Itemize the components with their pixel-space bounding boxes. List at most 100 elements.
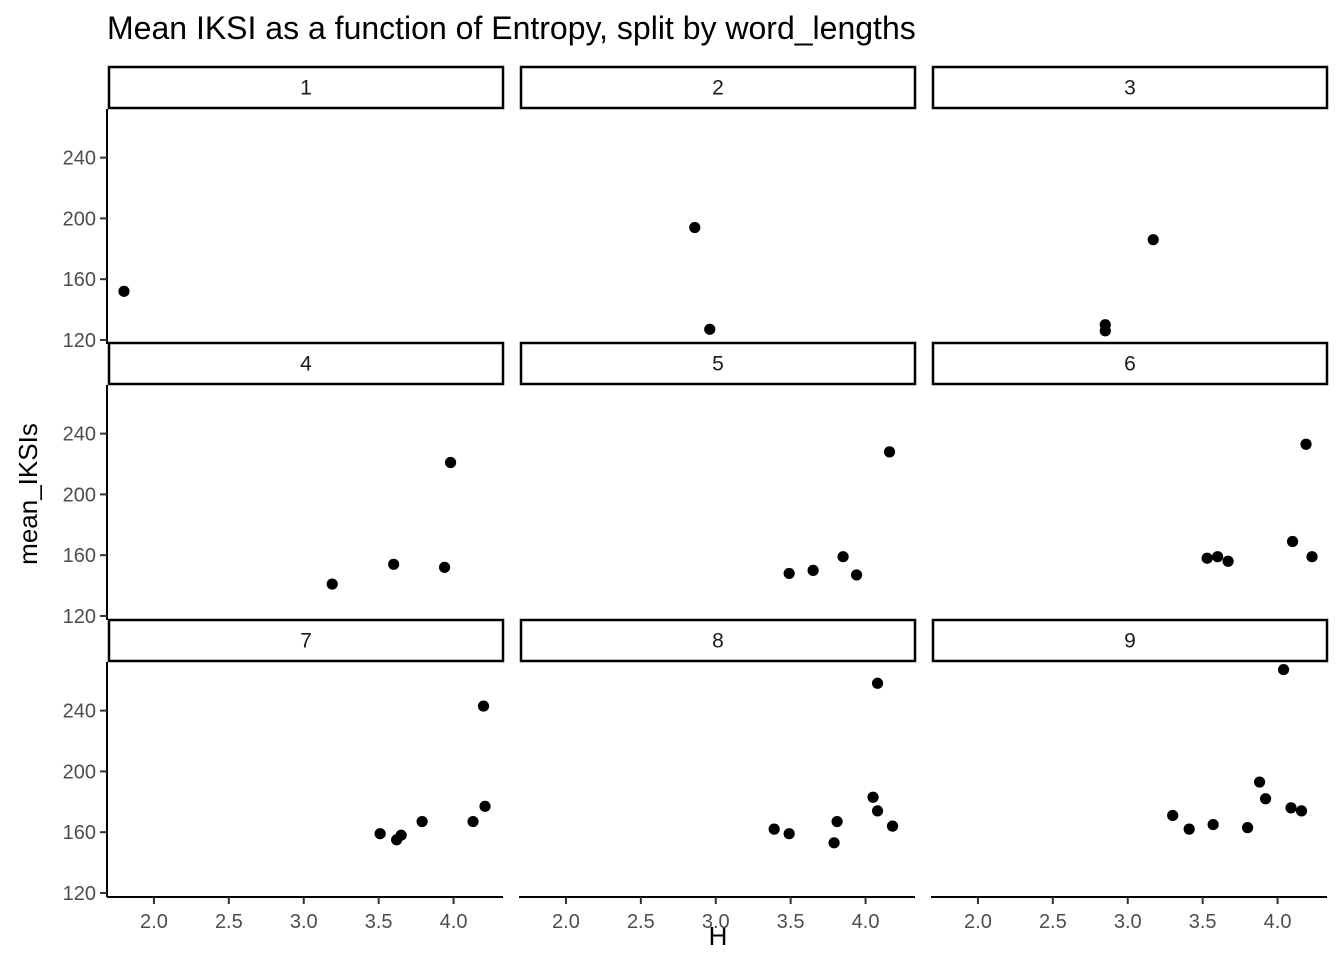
- facet-strip-label: 6: [1124, 353, 1136, 376]
- facet-strip-label: 1: [300, 77, 312, 100]
- data-point: [1259, 793, 1272, 805]
- facet-strip-label: 9: [1124, 630, 1136, 653]
- y-tick-label: 160: [63, 545, 96, 567]
- data-point: [374, 828, 386, 840]
- data-point: [886, 820, 899, 832]
- data-point: [1295, 805, 1308, 817]
- facet-strip-label: 2: [712, 77, 724, 100]
- y-tick-label: 120: [63, 606, 96, 628]
- facet-strip: [931, 618, 1329, 663]
- facet-strip: [519, 65, 917, 110]
- facet-panel-6: 6: [931, 341, 1329, 567]
- data-point: [1099, 325, 1111, 337]
- x-tick-label: 2.5: [1039, 911, 1067, 933]
- y-tick-label: 120: [63, 330, 96, 352]
- x-tick-label: 3.5: [365, 911, 393, 933]
- facet-strip-label: 5: [712, 353, 724, 376]
- facet-strip-label: 3: [1124, 77, 1136, 100]
- y-tick-label: 120: [63, 883, 96, 905]
- data-point: [395, 829, 407, 841]
- x-tick-label: 2.0: [552, 911, 580, 933]
- y-tick-label: 240: [63, 424, 96, 446]
- data-point: [467, 815, 479, 828]
- data-point: [783, 567, 795, 580]
- facet-panel-8: 8 2.0 2.5 3.0 3.5 4.0: [519, 618, 917, 933]
- facet-panel-7: 7 120 160 200 240 2.0 2.5 3.0 3.5 4.0: [63, 618, 505, 933]
- y-tick-label: 160: [63, 269, 96, 291]
- x-tick-label: 3.0: [1114, 911, 1142, 933]
- facet-panel-1: 1 120 160 200 240: [63, 65, 505, 352]
- x-tick-label: 2.0: [964, 911, 992, 933]
- x-tick-label: 2.0: [140, 911, 168, 933]
- facet-strip: [931, 65, 1329, 110]
- data-point: [1201, 552, 1213, 564]
- facet-strip: [519, 341, 917, 386]
- data-point: [689, 221, 701, 234]
- data-point: [883, 446, 896, 458]
- data-point: [1222, 555, 1234, 567]
- data-point: [828, 837, 840, 849]
- data-point: [1306, 551, 1318, 563]
- data-point: [867, 791, 879, 803]
- x-tick-label: 3.0: [290, 911, 318, 933]
- facet-panel-2: 2: [519, 65, 917, 335]
- facet-strip: [107, 341, 505, 386]
- data-point: [768, 823, 780, 835]
- data-point: [1285, 802, 1297, 814]
- facet-panel-9: 9 2.0 2.5 3.0 3.5 4.0: [931, 618, 1329, 933]
- x-tick-label: 4.0: [852, 911, 880, 933]
- y-tick-label: 240: [63, 148, 96, 170]
- data-point: [850, 569, 863, 581]
- data-point: [479, 800, 491, 812]
- data-point: [871, 805, 884, 817]
- y-axis-title: mean_IKSIs: [13, 423, 43, 565]
- facet-panels: 1 120 160 200 240 2 3 4 120 160 200 240 5 6 7 120 160 200…: [63, 65, 1329, 933]
- data-point: [1253, 776, 1266, 788]
- x-axis-title: H: [709, 921, 728, 951]
- facet-strip: [107, 65, 505, 110]
- y-tick-label: 200: [63, 484, 96, 506]
- data-point: [1183, 823, 1195, 835]
- data-point: [416, 815, 428, 828]
- data-point: [831, 815, 843, 828]
- facet-strip-label: 7: [300, 630, 312, 653]
- data-point: [1286, 535, 1299, 548]
- data-point: [1167, 809, 1179, 822]
- data-point: [1242, 822, 1254, 834]
- data-point: [783, 828, 795, 840]
- data-point: [444, 456, 457, 469]
- facet-panel-3: 3: [931, 65, 1329, 337]
- data-point: [1207, 818, 1219, 831]
- data-point: [807, 564, 819, 576]
- facet-strip: [519, 618, 917, 663]
- y-tick-label: 200: [63, 761, 96, 783]
- x-tick-label: 3.5: [777, 911, 805, 933]
- facet-panel-5: 5: [519, 341, 917, 581]
- x-tick-label: 4.0: [1264, 911, 1292, 933]
- data-point: [871, 677, 884, 689]
- data-point: [1147, 234, 1159, 246]
- data-point: [326, 578, 338, 590]
- y-tick-label: 240: [63, 701, 96, 723]
- x-tick-label: 3.0: [702, 911, 730, 933]
- data-point: [837, 551, 849, 563]
- x-tick-label: 2.5: [215, 911, 243, 933]
- facet-strip-label: 4: [300, 353, 312, 376]
- data-point: [388, 558, 400, 570]
- y-tick-label: 200: [63, 208, 96, 230]
- data-point: [477, 700, 490, 712]
- facet-strip: [931, 341, 1329, 386]
- chart-title: Mean IKSI as a function of Entropy, spli…: [107, 10, 916, 46]
- facet-panel-4: 4 120 160 200 240: [63, 341, 505, 628]
- data-point: [1212, 551, 1224, 563]
- x-tick-label: 4.0: [440, 911, 468, 933]
- data-point: [1300, 438, 1312, 450]
- x-tick-label: 2.5: [627, 911, 655, 933]
- data-point: [704, 323, 716, 335]
- data-point: [438, 561, 451, 573]
- x-tick-label: 3.5: [1189, 911, 1217, 933]
- data-point: [1277, 663, 1290, 676]
- facet-strip: [107, 618, 505, 663]
- y-tick-label: 160: [63, 822, 96, 844]
